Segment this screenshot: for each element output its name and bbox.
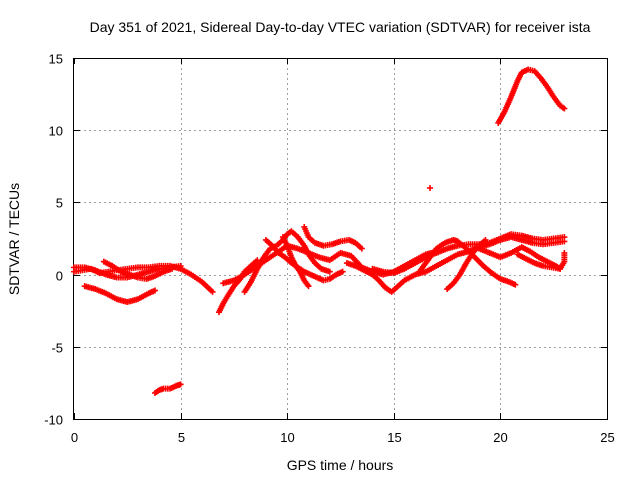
data-point (358, 245, 365, 252)
data-point (561, 105, 568, 112)
data-point (512, 281, 519, 288)
x-axis-title: GPS time / hours (287, 457, 394, 473)
x-tick-label: 20 (493, 430, 507, 445)
series-track-05 (152, 381, 184, 397)
data-point (169, 265, 176, 272)
series-track-13 (369, 231, 568, 277)
series-track-11 (301, 223, 365, 252)
series-track-10 (279, 234, 312, 290)
data-point (339, 268, 346, 275)
data-point (326, 268, 333, 275)
data-series (71, 66, 568, 397)
x-tick-label: 0 (71, 430, 78, 445)
series-track-16 (476, 244, 564, 272)
x-tick-label: 15 (387, 430, 401, 445)
y-tick-label: -10 (44, 413, 63, 428)
data-point (177, 262, 184, 269)
data-point (152, 287, 159, 294)
x-tick-label: 10 (280, 430, 294, 445)
x-tick-labels: 0 5 10 15 20 25 (71, 430, 615, 445)
y-tick-labels: -10 -5 0 5 10 15 (44, 52, 63, 428)
series-track-08 (241, 228, 333, 295)
data-point (482, 236, 489, 243)
x-tick-label: 25 (600, 430, 614, 445)
data-point (427, 184, 434, 191)
data-point (305, 283, 312, 290)
y-tick-label: 10 (49, 124, 63, 139)
data-point (177, 381, 184, 388)
series-track-18 (495, 66, 568, 126)
series-track-04 (81, 283, 159, 306)
y-tick-label: 5 (56, 196, 63, 211)
y-tick-label: -5 (51, 341, 63, 356)
data-point (209, 288, 216, 295)
y-tick-label: 0 (56, 269, 63, 284)
y-tick-label: 15 (49, 52, 63, 67)
series-isolated (427, 184, 434, 191)
y-axis-title: SDTVAR / TECUs (6, 183, 22, 295)
series-track-03 (100, 258, 176, 282)
data-point (561, 234, 568, 241)
data-point (561, 249, 568, 256)
x-tick-label: 5 (178, 430, 185, 445)
plot-frame (73, 58, 608, 420)
series-track-17 (514, 249, 568, 272)
series-track-14 (416, 236, 519, 288)
series-track-15 (444, 236, 489, 293)
series-track-02 (71, 262, 184, 281)
chart-title: Day 351 of 2021, Sidereal Day-to-day VTE… (90, 19, 591, 35)
